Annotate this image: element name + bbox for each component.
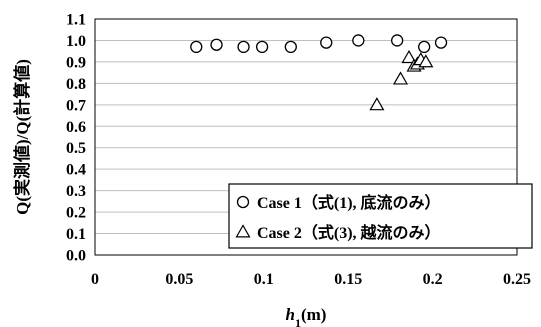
case1-point bbox=[352, 34, 365, 47]
y-tick-label: 1.0 bbox=[66, 33, 86, 50]
y-tick-label: 0.7 bbox=[66, 97, 86, 114]
y-tick-label: 1.1 bbox=[66, 12, 86, 29]
case1-point bbox=[320, 36, 333, 49]
case1-point bbox=[237, 40, 250, 54]
x-tick-label: 0 bbox=[91, 271, 99, 288]
case1-point bbox=[255, 40, 269, 54]
case2-point bbox=[392, 71, 409, 85]
y-axis-title-text: Q(実測値)/Q(計算値) bbox=[12, 59, 32, 215]
case1-point bbox=[190, 40, 203, 54]
case2-point bbox=[418, 54, 434, 68]
x-tick-label: 0.25 bbox=[503, 271, 531, 288]
legend-triangle-marker bbox=[235, 224, 251, 238]
y-tick-label: 0.0 bbox=[66, 248, 86, 265]
y-tick-label: 0.5 bbox=[66, 140, 86, 157]
x-axis-title: h1(m) bbox=[286, 305, 327, 327]
x-axis-title-symbol: h bbox=[286, 305, 295, 324]
y-tick-label: 0.9 bbox=[66, 54, 86, 71]
data-points bbox=[190, 34, 448, 111]
x-axis-title-subscript: 1 bbox=[295, 316, 301, 327]
y-tick-label: 0.4 bbox=[66, 162, 86, 179]
x-tick-label: 0.15 bbox=[334, 271, 362, 288]
legend-label: Case 2（式(3), 越流のみ） bbox=[257, 223, 441, 242]
x-tick-label: 0.2 bbox=[423, 271, 443, 288]
case1-point bbox=[391, 34, 404, 47]
y-tick-label: 0.1 bbox=[66, 226, 86, 243]
case1-point bbox=[210, 38, 223, 51]
legend-box bbox=[228, 183, 533, 249]
y-tick-label: 0.3 bbox=[66, 183, 86, 200]
case2-point bbox=[369, 97, 385, 111]
x-tick-label: 0.1 bbox=[254, 271, 274, 288]
x-tick-labels: 0 0.05 0.1 0.15 0.2 0.25 bbox=[91, 271, 531, 288]
x-tick-label: 0.05 bbox=[165, 271, 193, 288]
legend: Case 1（式(1), 底流のみ） Case 2（式(3), 越流のみ） bbox=[228, 183, 533, 249]
y-tick-label: 0.2 bbox=[66, 205, 86, 222]
case1-point bbox=[284, 40, 297, 54]
case1-point bbox=[434, 36, 448, 49]
x-axis-title-unit: (m) bbox=[301, 305, 326, 324]
case2-point bbox=[401, 49, 417, 64]
y-tick-labels: 0.0 0.1 0.2 0.3 0.4 0.5 0.6 0.7 0.8 0.9 1.0 1.1 bbox=[66, 12, 86, 265]
y-tick-label: 0.6 bbox=[66, 119, 86, 136]
y-tick-label: 0.8 bbox=[66, 76, 86, 93]
case1-point bbox=[418, 40, 431, 54]
legend-label: Case 1（式(1), 底流のみ） bbox=[257, 193, 441, 212]
plot-area-frame bbox=[94, 18, 518, 256]
legend-circle-marker bbox=[236, 195, 250, 209]
y-axis-title: Q(実測値)/Q(計算値) bbox=[12, 59, 32, 215]
